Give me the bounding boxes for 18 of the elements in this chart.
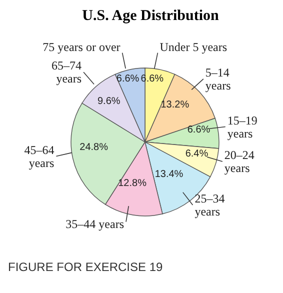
data-label: 13.4% <box>154 168 184 180</box>
slice-label: 45–64 years <box>24 142 55 170</box>
text: FIGURE FOR EXERCISE 19 <box>8 260 164 274</box>
chart-title: U.S. Age Distribution <box>81 8 220 25</box>
data-label: 24.8% <box>80 142 108 154</box>
slice-label: 35–44 years <box>66 216 124 231</box>
slice-label: 75 years or over <box>42 40 120 54</box>
slice-label: 20–24 years <box>224 148 254 176</box>
slice-label: Under 5 years <box>160 40 228 54</box>
data-label: 12.8% <box>118 178 147 190</box>
data-label: 13.2% <box>160 100 190 111</box>
slice-label: 65–74 years <box>52 58 82 86</box>
data-label: 9.6% <box>98 96 120 107</box>
data-label: 6.6% <box>187 124 210 136</box>
data-label: 6.4% <box>185 148 208 160</box>
slice-label: 25–34 years <box>194 191 225 218</box>
slice-label: 5–14 years <box>205 65 232 92</box>
slice-label: 15–19 years <box>227 113 258 140</box>
